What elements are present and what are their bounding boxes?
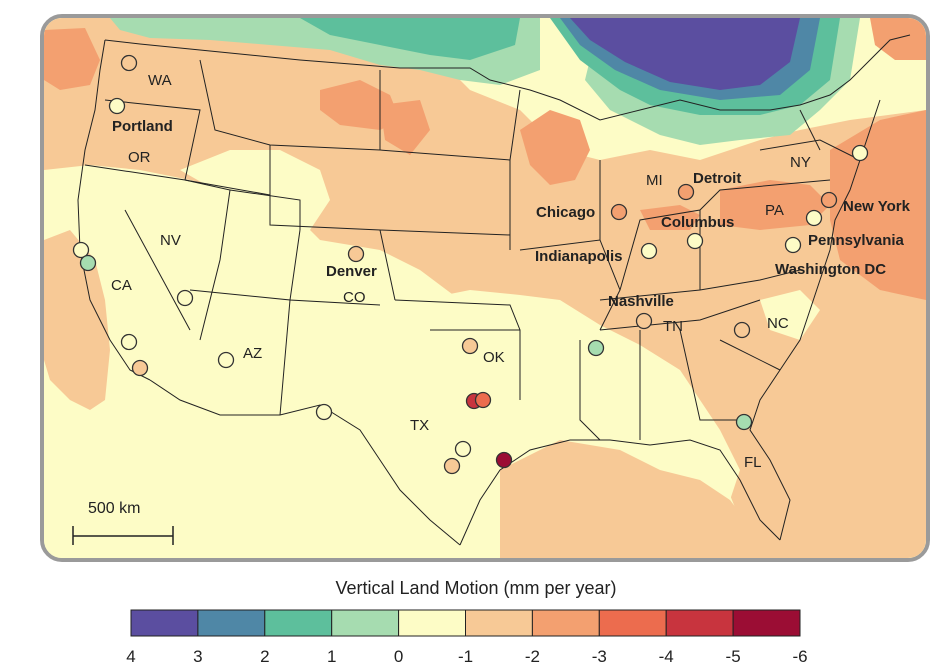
colorbar-cell	[264, 609, 333, 637]
station-marker	[120, 333, 138, 351]
city-label-washington-dc: Washington DC	[775, 261, 886, 278]
map-frame: 500 km WA OR NV CA AZ CO TX OK TN NC FL …	[40, 14, 930, 562]
city-label-pennsylvania: Pennsylvania	[808, 232, 905, 249]
station-marker	[805, 209, 823, 227]
state-labels: WA OR NV CA AZ CO TX OK TN NC FL MI NY P…	[111, 72, 811, 471]
colorbar-tick-label: -6	[792, 647, 807, 666]
station-marker	[120, 54, 138, 72]
city-label-new-york: New York	[843, 198, 911, 215]
state-label-fl: FL	[744, 454, 762, 471]
colorbar-tick-label: -5	[726, 647, 741, 666]
colorbar-cell	[398, 609, 467, 637]
station-marker	[443, 457, 461, 475]
colorbar-tick-label: -4	[659, 647, 674, 666]
colorbar-cell	[531, 609, 600, 637]
station-marker	[587, 339, 605, 357]
station-marker	[461, 337, 479, 355]
station-marker	[131, 359, 149, 377]
colorbar: 4 3 2 1 0 -1 -2 -3 -4 -5 -6	[126, 609, 808, 666]
station-marker	[686, 232, 704, 250]
station-marker	[677, 183, 695, 201]
state-label-ca: CA	[111, 277, 132, 294]
station-marker	[733, 321, 751, 339]
city-label-columbus: Columbus	[661, 214, 734, 231]
state-label-ny: NY	[790, 154, 811, 171]
colorbar-tick-label: 1	[327, 647, 336, 666]
station-marker	[610, 203, 628, 221]
scale-bar-label: 500 km	[88, 500, 140, 517]
state-label-tn: TN	[663, 318, 683, 335]
city-label-portland: Portland	[112, 118, 173, 135]
colorbar-tick-label: 4	[126, 647, 135, 666]
colorbar-cell	[130, 609, 199, 637]
state-label-nv: NV	[160, 232, 181, 249]
colorbar-tick-label: 0	[394, 647, 403, 666]
zone-uplift-4	[570, 18, 800, 90]
station-marker	[72, 241, 90, 259]
station-marker	[108, 97, 126, 115]
legend-title: Vertical Land Motion (mm per year)	[335, 578, 617, 598]
state-label-ok: OK	[483, 349, 505, 366]
state-label-or: OR	[128, 149, 151, 166]
station-marker	[820, 191, 838, 209]
colorbar-tick-label: 2	[260, 647, 269, 666]
state-boundaries	[77, 34, 911, 546]
station-marker	[735, 413, 753, 431]
station-marker	[79, 254, 97, 272]
station-marker	[176, 289, 194, 307]
map-canvas: 500 km WA OR NV CA AZ CO TX OK TN NC FL …	[44, 18, 926, 558]
station-marker	[217, 351, 235, 369]
state-label-pa: PA	[765, 202, 784, 219]
station-marker	[635, 312, 653, 330]
city-label-chicago: Chicago	[536, 204, 595, 221]
state-label-wa: WA	[148, 72, 172, 89]
city-label-nashville: Nashville	[608, 293, 674, 310]
station-marker	[851, 144, 869, 162]
city-label-detroit: Detroit	[693, 170, 741, 187]
colorbar-tick-label: 3	[193, 647, 202, 666]
state-label-tx: TX	[410, 417, 429, 434]
station-marker	[495, 451, 513, 469]
city-label-indianapolis: Indianapolis	[535, 248, 623, 265]
colorbar-cell	[197, 609, 266, 637]
station-marker	[784, 236, 802, 254]
station-marker	[454, 440, 472, 458]
colorbar-cell	[465, 609, 533, 637]
colorbar-cell	[598, 609, 667, 637]
colorbar-tick-label: -2	[525, 647, 540, 666]
state-label-co: CO	[343, 289, 366, 306]
city-labels: Portland Denver Chicago Detroit Columbus…	[112, 118, 911, 310]
station-marker	[347, 245, 365, 263]
station-marker	[474, 391, 492, 409]
state-label-mi: MI	[646, 172, 663, 189]
colorbar-tick-label: -3	[592, 647, 607, 666]
colorbar-cell	[665, 609, 734, 637]
station-markers	[72, 54, 869, 475]
state-label-az: AZ	[243, 345, 262, 362]
state-label-nc: NC	[767, 315, 789, 332]
colorbar-cell	[732, 609, 801, 637]
colorbar-cell	[331, 609, 400, 637]
city-label-denver: Denver	[326, 263, 377, 280]
colorbar-tick-label: -1	[458, 647, 473, 666]
scale-bar: 500 km	[72, 500, 174, 545]
station-marker	[640, 242, 658, 260]
station-marker	[315, 403, 333, 421]
